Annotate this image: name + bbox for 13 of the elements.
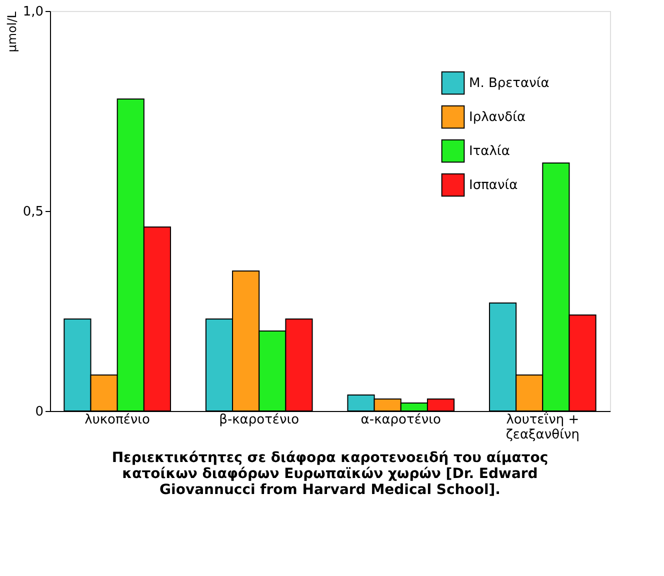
x-tick-label: λουτεΐνη + ζεαξανθίνη xyxy=(506,410,580,442)
x-tick-label: β-καροτένιο xyxy=(219,412,300,428)
y-axis-title: μmol/L xyxy=(4,11,19,52)
x-tick-label: λυκοπένιο xyxy=(84,412,150,428)
y-tick-label: 0 xyxy=(35,404,44,420)
legend-label: Ισπανία xyxy=(469,178,518,193)
y-tick-label: 1,0 xyxy=(22,4,44,20)
y-tick-label: 0,5 xyxy=(22,204,44,220)
text: Περιεκτικότητες σε διάφορα καροτενοειδή του αίματος κατοίκων διαφόρων Ευρωπαϊκών χωρών [Dr. Edward Giovannucci from Harvard Medical School]. xyxy=(112,450,548,498)
x-tick-label: α-καροτένιο xyxy=(360,412,442,428)
legend-label: Μ. Βρετανία xyxy=(469,76,550,91)
legend-label: Ιρλανδία xyxy=(469,110,526,125)
legend-label: Ιταλία xyxy=(469,144,510,159)
